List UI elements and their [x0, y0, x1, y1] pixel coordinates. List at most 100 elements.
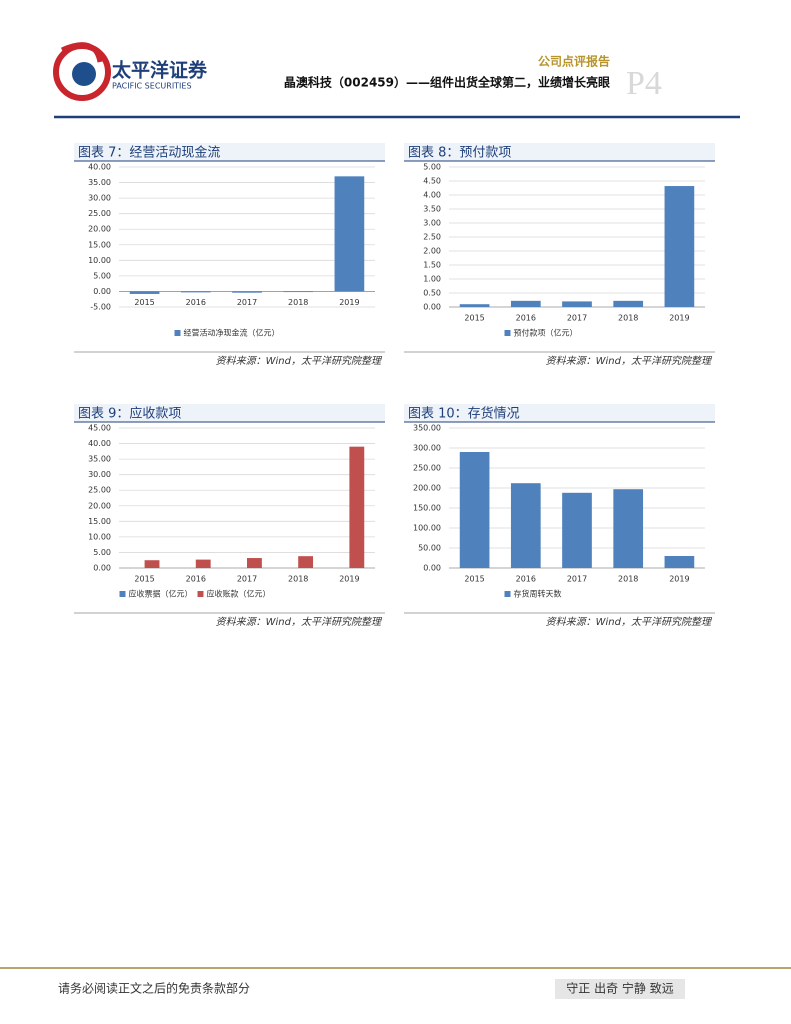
y-tick-label: 250.00: [413, 464, 441, 473]
x-tick-label: 2019: [339, 298, 359, 307]
chart-title-bg: [404, 143, 715, 161]
bar: [247, 558, 262, 568]
bar: [298, 556, 314, 568]
bar: [664, 556, 695, 568]
disclaimer: 请务必阅读正文之后的免责条款部分: [58, 981, 250, 996]
bar: [334, 176, 365, 292]
legend-label: 经营活动净现金流（亿元）: [184, 328, 280, 338]
report-type: 公司点评报告: [538, 54, 610, 69]
legend-swatch: [504, 591, 511, 597]
chart-source: 资料来源：Wind，太平洋研究院整理: [546, 616, 713, 628]
bar: [613, 300, 644, 307]
y-tick-label: 50.00: [418, 544, 441, 553]
chart-source: 资料来源：Wind，太平洋研究院整理: [546, 355, 713, 367]
bar: [195, 559, 211, 568]
bar: [562, 301, 592, 307]
y-tick-label: 30.00: [88, 194, 111, 203]
x-tick-label: 2018: [288, 298, 308, 307]
chart-title-bg: [74, 143, 385, 161]
y-tick-label: 3.00: [423, 219, 441, 228]
y-tick-label: 20.00: [88, 501, 111, 510]
legend-swatch: [174, 330, 181, 336]
x-tick-label: 2016: [186, 298, 206, 307]
y-tick-label: 40.00: [88, 439, 111, 448]
bar: [510, 483, 541, 568]
x-tick-label: 2016: [516, 314, 536, 323]
y-tick-label: 15.00: [88, 240, 111, 249]
x-tick-label: 2015: [134, 575, 154, 584]
y-tick-label: 35.00: [88, 455, 111, 464]
x-tick-label: 2019: [669, 575, 689, 584]
chart-title: 图表 8：预付款项: [408, 146, 511, 161]
y-tick-label: 40.00: [88, 163, 111, 172]
y-tick-label: 25.00: [88, 209, 111, 218]
y-tick-label: 4.00: [423, 191, 441, 200]
y-tick-label: 0.00: [423, 303, 441, 312]
y-tick-label: 2.00: [423, 247, 441, 256]
chart-title-bg: [74, 404, 385, 422]
legend-label: 存货周转天数: [514, 589, 562, 599]
bar: [562, 492, 592, 568]
bar: [459, 304, 490, 307]
x-tick-label: 2016: [186, 575, 206, 584]
y-tick-label: -5.00: [90, 303, 111, 312]
chart-title: 图表 10：存货情况: [408, 406, 520, 422]
bar: [349, 446, 365, 568]
y-tick-label: 200.00: [413, 484, 441, 493]
x-tick-label: 2017: [567, 575, 587, 584]
y-tick-label: 3.50: [423, 205, 441, 214]
bar: [129, 291, 160, 294]
x-tick-label: 2015: [464, 314, 484, 323]
logo: [53, 42, 111, 101]
y-tick-label: 5.00: [93, 548, 111, 557]
y-tick-label: 15.00: [88, 517, 111, 526]
y-tick-label: 20.00: [88, 225, 111, 234]
bar: [510, 300, 541, 307]
y-tick-label: 300.00: [413, 444, 441, 453]
motto: 守正 出奇 宁静 致远: [566, 981, 673, 996]
y-tick-label: 0.00: [93, 287, 111, 296]
report-title: 晶澳科技（002459）——组件出货全球第二，业绩增长亮眼: [284, 75, 610, 90]
bar: [232, 291, 262, 293]
legend-label: 应收账款（亿元）: [207, 589, 271, 599]
y-tick-label: 4.50: [423, 177, 441, 186]
x-tick-label: 2019: [339, 575, 359, 584]
legend-swatch: [197, 591, 204, 597]
chart-title-bg: [404, 404, 715, 422]
chart-title: 图表 7：经营活动现金流: [78, 145, 220, 161]
y-tick-label: 10.00: [88, 532, 111, 541]
x-tick-label: 2017: [567, 314, 587, 323]
y-tick-label: 0.00: [93, 564, 111, 573]
x-tick-label: 2017: [237, 298, 257, 307]
x-tick-label: 2015: [464, 575, 484, 584]
bar: [664, 186, 695, 307]
y-tick-label: 2.50: [423, 233, 441, 242]
y-tick-label: 30.00: [88, 470, 111, 479]
legend-label: 预付款项（亿元）: [514, 328, 578, 338]
bar: [180, 291, 211, 293]
y-tick-label: 35.00: [88, 178, 111, 187]
page-number: P4: [626, 65, 662, 102]
bar: [283, 291, 314, 293]
y-tick-label: 25.00: [88, 486, 111, 495]
y-tick-label: 100.00: [413, 524, 441, 533]
legend-swatch: [504, 330, 511, 336]
logo-cn: 太平洋证券: [112, 59, 208, 82]
chart-source: 资料来源：Wind，太平洋研究院整理: [216, 355, 383, 367]
y-tick-label: 0.50: [423, 289, 441, 298]
y-tick-label: 150.00: [413, 504, 441, 513]
x-tick-label: 2018: [618, 575, 638, 584]
y-tick-label: 5.00: [93, 271, 111, 280]
y-tick-label: 1.50: [423, 261, 441, 270]
bar: [613, 489, 644, 568]
x-tick-label: 2017: [237, 575, 257, 584]
bar: [144, 560, 160, 568]
y-tick-label: 0.00: [423, 564, 441, 573]
y-tick-label: 350.00: [413, 424, 441, 433]
legend-label: 应收票据（亿元）: [129, 589, 193, 599]
chart-title: 图表 9：应收款项: [78, 406, 181, 422]
y-tick-label: 45.00: [88, 424, 111, 433]
y-tick-label: 10.00: [88, 256, 111, 265]
